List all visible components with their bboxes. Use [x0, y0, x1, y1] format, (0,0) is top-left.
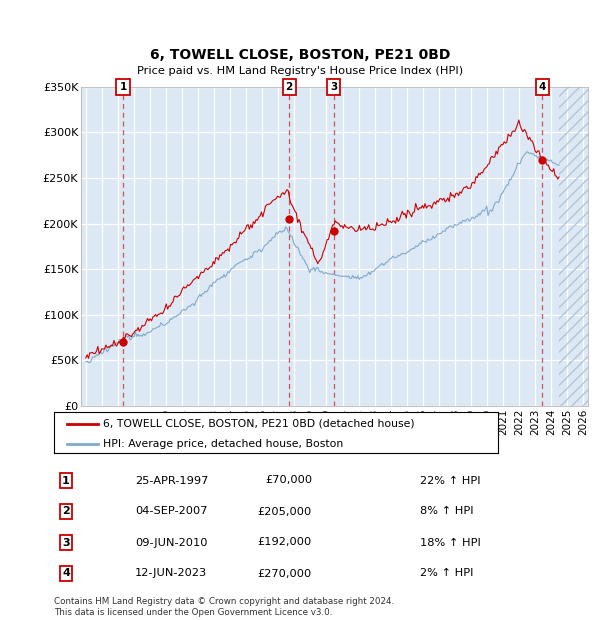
- Text: 12-JUN-2023: 12-JUN-2023: [135, 569, 207, 578]
- Text: 25-APR-1997: 25-APR-1997: [135, 476, 208, 485]
- Text: 4: 4: [62, 569, 70, 578]
- Text: £70,000: £70,000: [265, 476, 312, 485]
- Text: £205,000: £205,000: [258, 507, 312, 516]
- Bar: [559, 87, 588, 406]
- Text: HPI: Average price, detached house, Boston: HPI: Average price, detached house, Bost…: [103, 439, 343, 449]
- Bar: [559, 87, 588, 406]
- Text: £192,000: £192,000: [258, 538, 312, 547]
- Text: 6, TOWELL CLOSE, BOSTON, PE21 0BD: 6, TOWELL CLOSE, BOSTON, PE21 0BD: [150, 48, 450, 62]
- Text: 6, TOWELL CLOSE, BOSTON, PE21 0BD (detached house): 6, TOWELL CLOSE, BOSTON, PE21 0BD (detac…: [103, 418, 415, 428]
- Text: 2: 2: [286, 82, 293, 92]
- Text: 04-SEP-2007: 04-SEP-2007: [135, 507, 208, 516]
- Text: Price paid vs. HM Land Registry's House Price Index (HPI): Price paid vs. HM Land Registry's House …: [137, 66, 463, 76]
- Text: Contains HM Land Registry data © Crown copyright and database right 2024.
This d: Contains HM Land Registry data © Crown c…: [54, 598, 394, 617]
- Text: 2% ↑ HPI: 2% ↑ HPI: [420, 569, 473, 578]
- Text: 18% ↑ HPI: 18% ↑ HPI: [420, 538, 481, 547]
- Text: 4: 4: [539, 82, 546, 92]
- Text: 22% ↑ HPI: 22% ↑ HPI: [420, 476, 481, 485]
- Text: 1: 1: [119, 82, 127, 92]
- Text: 09-JUN-2010: 09-JUN-2010: [135, 538, 208, 547]
- Text: 2: 2: [62, 507, 70, 516]
- Text: £270,000: £270,000: [258, 569, 312, 578]
- Text: 3: 3: [330, 82, 337, 92]
- Text: 1: 1: [62, 476, 70, 485]
- Text: 3: 3: [62, 538, 70, 547]
- Text: 8% ↑ HPI: 8% ↑ HPI: [420, 507, 473, 516]
